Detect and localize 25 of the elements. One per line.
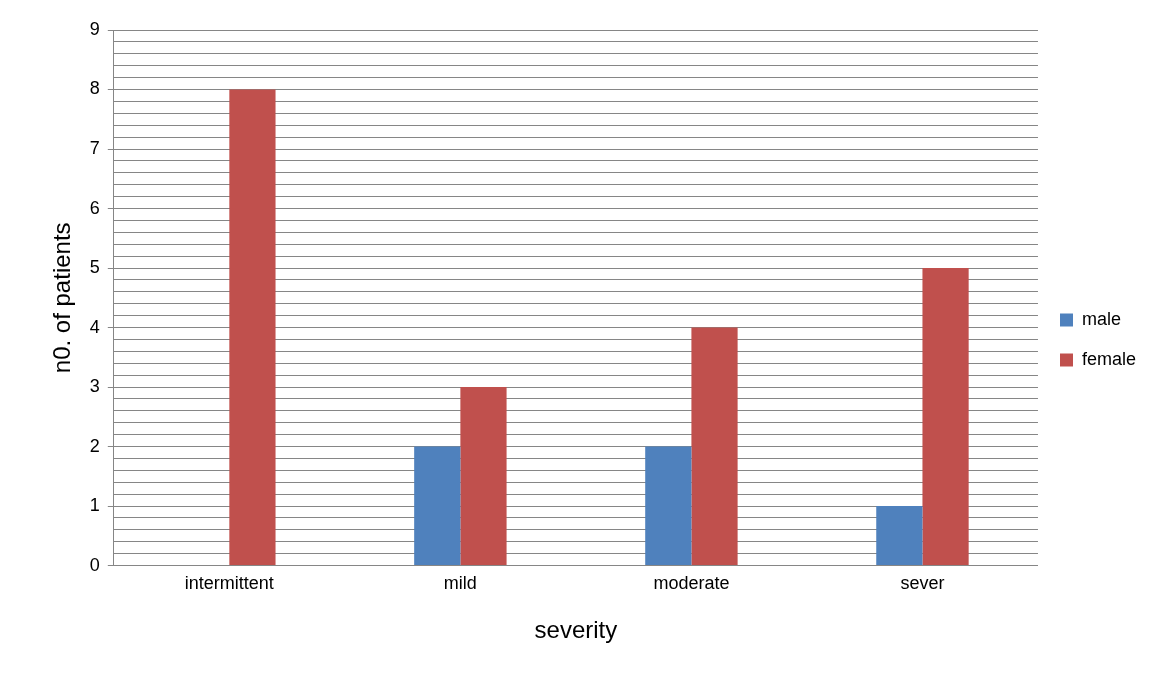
bar [229, 89, 276, 566]
x-tick-label: mild [443, 573, 477, 594]
bar [922, 268, 969, 566]
y-tick-label: 3 [89, 376, 100, 397]
x-tick-label: intermittent [184, 573, 274, 594]
bar [645, 446, 692, 566]
y-tick-label: 2 [89, 435, 100, 456]
y-tick-label: 8 [89, 78, 100, 99]
y-axis-title: n0. of patients [48, 222, 76, 374]
y-tick-label: 4 [89, 316, 100, 337]
y-tick-label: 9 [89, 18, 100, 39]
y-tick-label: 7 [89, 137, 100, 158]
y-tick-label: 0 [89, 554, 100, 575]
bar [691, 327, 738, 566]
y-tick-label: 6 [89, 197, 100, 218]
bar [414, 446, 461, 566]
bar [876, 506, 923, 566]
x-tick-label: moderate [653, 573, 730, 594]
x-tick-label: sever [900, 573, 945, 594]
y-tick-label: 5 [89, 257, 100, 278]
bar [460, 387, 507, 566]
legend-label: female [1081, 348, 1136, 369]
legend-label: male [1081, 308, 1121, 329]
x-axis-title: severity [534, 616, 618, 644]
y-tick-label: 1 [89, 495, 100, 516]
